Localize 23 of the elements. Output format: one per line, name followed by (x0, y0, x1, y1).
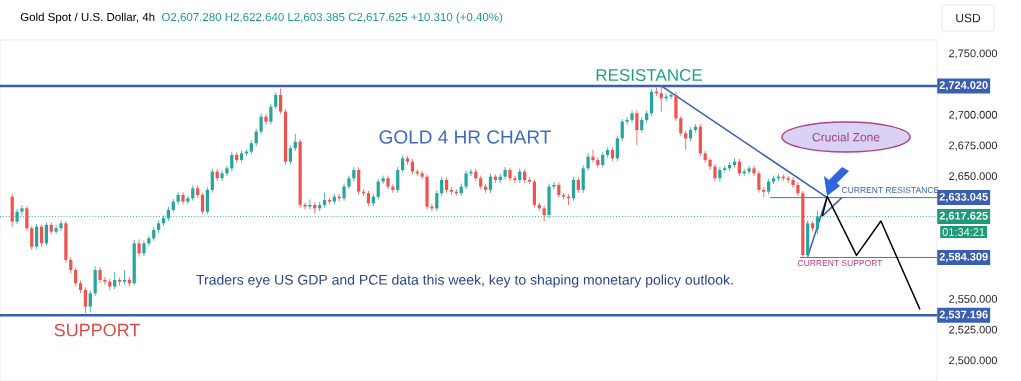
ref-line-label: 2,633.045 (939, 192, 988, 203)
y-tick-label: 2,550.000 (949, 295, 998, 305)
ref-line-label: 2,537.196 (939, 310, 988, 320)
annotation: Traders eye US GDP and PCE data this week, key to shaping monetary policy outlook. (196, 274, 733, 288)
ref-line-label: 2,617.625 (939, 211, 988, 222)
chart-title: Gold Spot / U.S. Dollar, 4h (20, 12, 155, 24)
y-tick-label: 2,675.000 (949, 141, 998, 151)
ref-line-label: 2,724.020 (939, 81, 988, 91)
y-tick-label: 2,700.000 (949, 110, 998, 120)
y-tick-label: 2,750.000 (949, 49, 998, 59)
chart-subtitle: O2,607.280 H2,622.640 L2,603.385 C2,617.625 +10.310 (+0.40%) (162, 12, 503, 24)
annotation: CURRENT RESISTANCE (841, 186, 939, 193)
text: USD (956, 13, 981, 23)
annotation: RESISTANCE (596, 68, 702, 82)
y-tick-label: 2,525.000 (949, 325, 998, 335)
y-tick-label: 2,500.000 (949, 356, 998, 366)
text: 01:34:21 (942, 228, 985, 236)
y-tick-label: 2,650.000 (949, 172, 998, 182)
annotation: CURRENT SUPPORT (797, 259, 883, 266)
ref-line-label: 2,584.309 (939, 252, 988, 263)
annotation: Crucial Zone (812, 132, 880, 142)
annotation: GOLD 4 HR CHART (379, 130, 551, 144)
annotation: SUPPORT (54, 323, 140, 337)
